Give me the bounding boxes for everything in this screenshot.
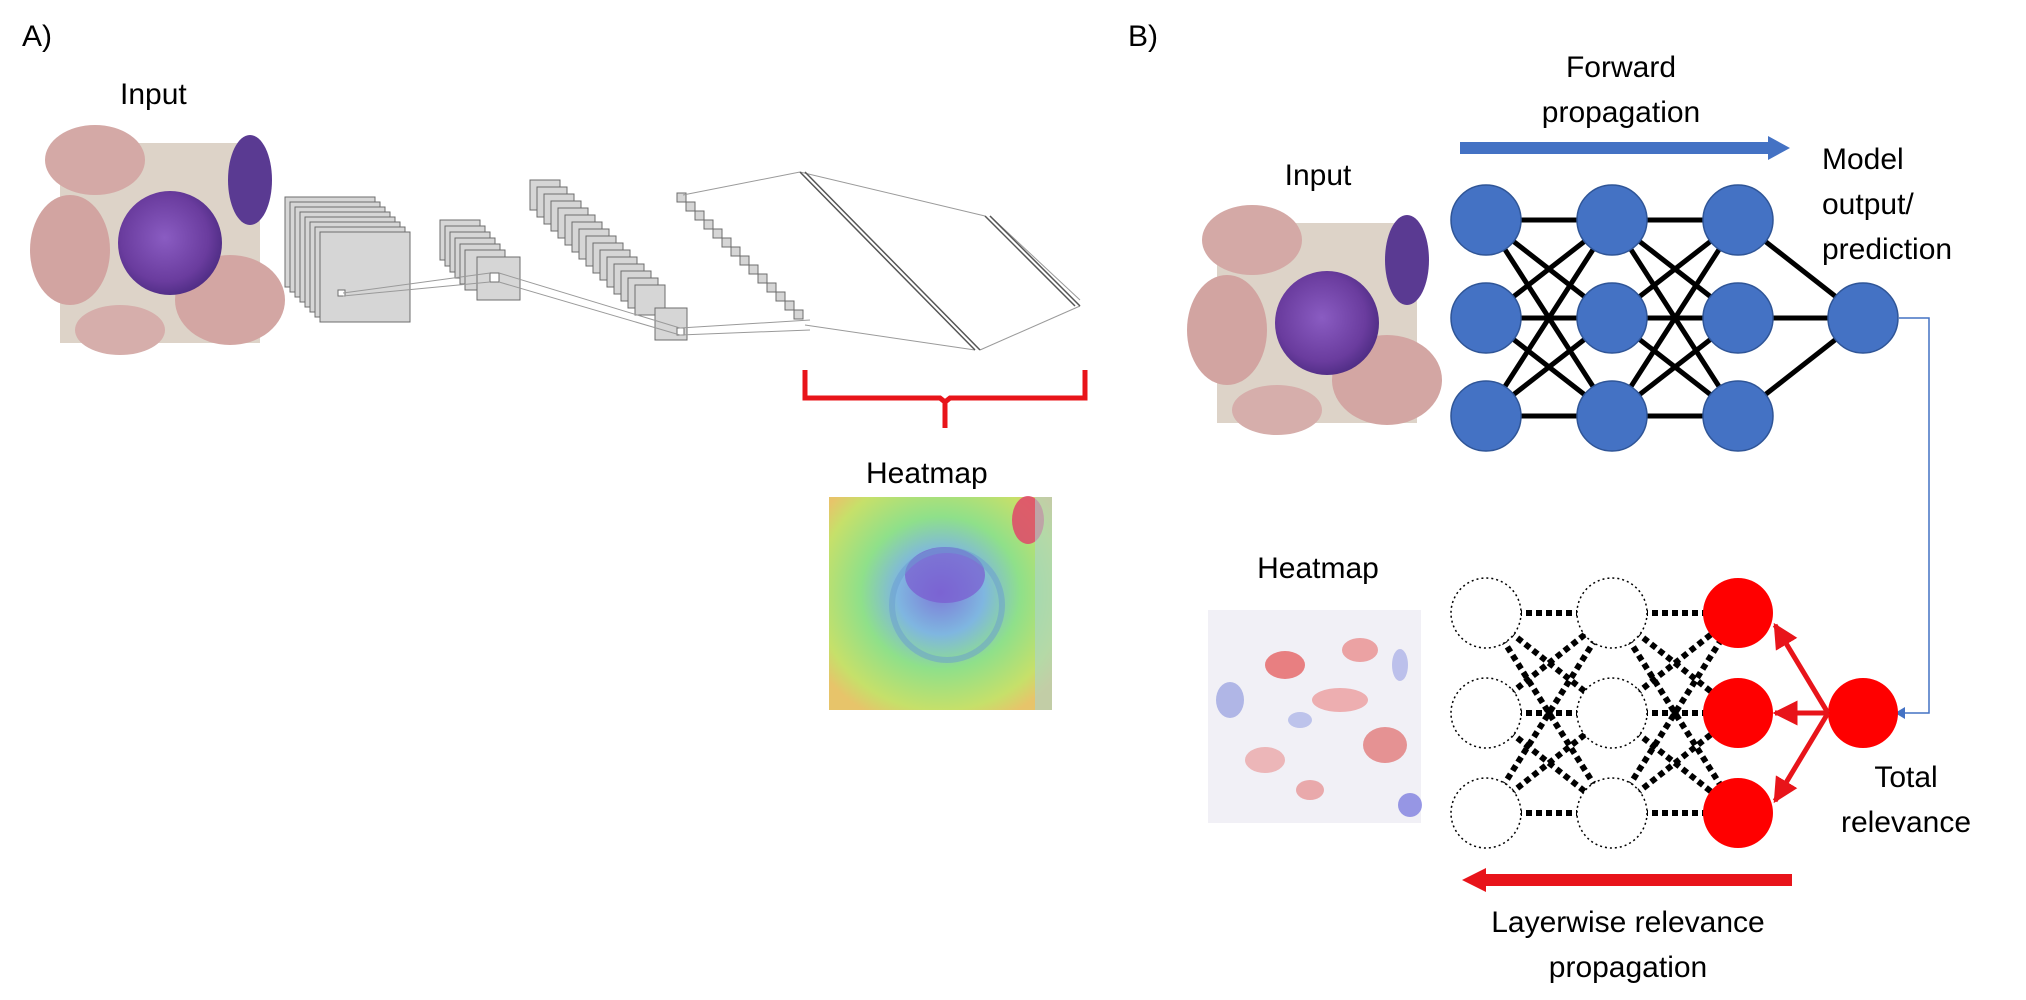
output-node	[1827, 282, 1899, 354]
dense-layer-1	[799, 171, 981, 351]
cnn-layer-4	[676, 192, 804, 320]
panel-a-heatmap-label: Heatmap	[866, 457, 988, 490]
cnn-layer-4-slice	[793, 309, 804, 320]
backward-node-relevant	[1703, 778, 1773, 848]
backward-node-relevant	[1703, 678, 1773, 748]
cnn-layer-4-slice	[748, 264, 759, 275]
cnn-layer-4-slice	[712, 228, 723, 239]
cnn-layer-4-slice	[703, 219, 714, 230]
forward-node	[1576, 380, 1648, 452]
forward-label-line2: propagation	[1542, 96, 1700, 129]
cnn-layer-4-slice	[775, 291, 786, 302]
cnn-layer-4-slice	[685, 201, 696, 212]
forward-edge	[1609, 218, 1741, 418]
total-relevance-line1: Total	[1874, 761, 1937, 794]
forward-edge	[1483, 218, 1615, 418]
backward-node-empty	[1576, 577, 1648, 649]
cnn-layer-4-slice	[766, 282, 777, 293]
cnn-connections	[342, 171, 1081, 351]
panel-a-input-image	[30, 125, 285, 355]
panel-b-heatmap-image	[1208, 610, 1422, 823]
cnn-layer-4-slice	[739, 255, 750, 266]
relevance-arrow	[1772, 622, 1831, 715]
lrp-label-line2: propagation	[1549, 951, 1707, 984]
cnn-layer-3	[529, 179, 688, 341]
backward-node-empty	[1450, 777, 1522, 849]
panel-b-heatmap-label: Heatmap	[1257, 552, 1379, 585]
forward-arrow-head	[1768, 136, 1790, 160]
cnn-layer-4-slice	[676, 192, 687, 203]
forward-node	[1702, 184, 1774, 256]
output-to-relevance-connector	[1899, 317, 1930, 714]
forward-network-edges	[1483, 217, 1865, 419]
dense-layer-2	[984, 215, 1081, 307]
forward-node	[1702, 282, 1774, 354]
connector-arrow-head	[1895, 707, 1905, 719]
cnn-layer-1	[284, 196, 411, 323]
forward-node	[1576, 184, 1648, 256]
forward-label-line1: Forward	[1566, 51, 1676, 84]
panel-a-heatmap-image	[829, 496, 1052, 710]
total-relevance-node	[1828, 678, 1898, 748]
cnn-layer-4-slice	[730, 246, 741, 257]
cnn-layer-4-slice	[784, 300, 795, 311]
forward-node	[1450, 282, 1522, 354]
lrp-label-line1: Layerwise relevance	[1491, 906, 1764, 939]
forward-network-nodes	[1450, 184, 1899, 452]
forward-node	[1702, 380, 1774, 452]
lrp-arrow-head	[1462, 868, 1486, 892]
backward-node-empty	[1450, 577, 1522, 649]
model-output-line2: output/	[1822, 188, 1914, 221]
backward-node-empty	[1576, 777, 1648, 849]
panel-b-input-image	[1187, 205, 1442, 435]
relevance-arrow	[1772, 711, 1831, 804]
backward-node-empty	[1450, 677, 1522, 749]
backward-node-empty	[1576, 677, 1648, 749]
model-output-line1: Model	[1822, 143, 1904, 176]
cnn-layer-4-slice	[694, 210, 705, 221]
total-relevance-line2: relevance	[1841, 806, 1971, 839]
forward-node	[1576, 282, 1648, 354]
cnn-layer-2	[439, 219, 521, 301]
cnn-layer-4-slice	[721, 237, 732, 248]
forward-node	[1450, 184, 1522, 256]
relevance-arrows	[1772, 622, 1831, 804]
backward-node-relevant	[1703, 578, 1773, 648]
panel-a-input-label: Input	[120, 78, 187, 111]
panel-b-label: B)	[1128, 20, 1158, 53]
forward-node	[1450, 380, 1522, 452]
model-output-line3: prediction	[1822, 233, 1952, 266]
cnn-layer-4-slice	[757, 273, 768, 284]
panel-b-input-label: Input	[1285, 159, 1352, 192]
panel-a-label: A)	[22, 20, 52, 53]
heatmap-brace	[802, 370, 1088, 428]
backward-network-nodes	[1450, 577, 1898, 849]
